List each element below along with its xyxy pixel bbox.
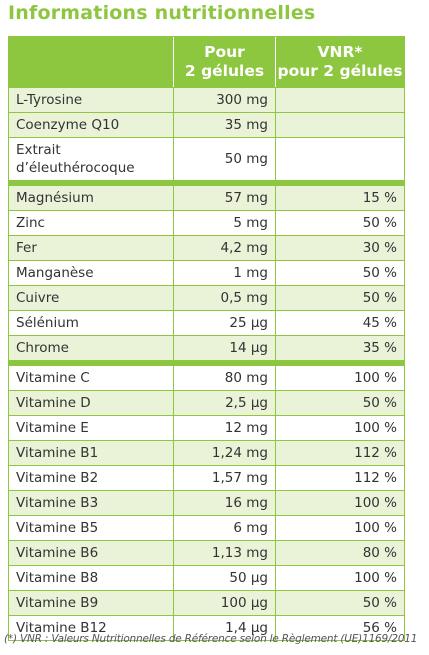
ingredient-name: Extrait d’éleuthérocoque xyxy=(9,138,174,180)
ingredient-name: Vitamine B3 xyxy=(9,491,174,515)
ingredient-amount: 4,2 mg xyxy=(174,236,276,260)
ingredient-amount: 80 mg xyxy=(174,366,276,390)
ingredient-name: Vitamine E xyxy=(9,416,174,440)
ingredient-amount: 50 µg xyxy=(174,566,276,590)
ingredient-vnr: 112 % xyxy=(354,470,397,486)
ingredient-vnr: 50 % xyxy=(362,215,397,231)
ingredient-amount: 14 µg xyxy=(174,336,276,360)
ingredient-name: Zinc xyxy=(9,211,174,235)
ingredient-vnr xyxy=(276,138,404,180)
table-row: Vitamine B1 1,24 mg 112 % xyxy=(9,441,404,466)
table-row: Vitamine B6 1,13 mg 80 % xyxy=(9,541,404,566)
ingredient-vnr: 50 % xyxy=(362,395,397,411)
table-row: Coenzyme Q10 35 mg xyxy=(9,113,404,138)
ingredient-amount: 6 mg xyxy=(174,516,276,540)
table-header: Pour 2 gélules VNR* pour 2 gélules xyxy=(9,37,404,88)
ingredient-vnr: 45 % xyxy=(362,315,397,331)
ingredient-name: Vitamine B12 xyxy=(9,616,174,640)
group-separator xyxy=(9,181,404,186)
ingredient-amount: 50 mg xyxy=(174,138,276,180)
table-row: Extrait d’éleuthérocoque 50 mg xyxy=(9,138,404,181)
ingredient-amount: 25 µg xyxy=(174,311,276,335)
ingredient-vnr: 100 % xyxy=(354,370,397,386)
table-row: Sélénium 25 µg 45 % xyxy=(9,311,404,336)
table-row: Manganèse 1 mg 50 % xyxy=(9,261,404,286)
ingredient-amount: 1,13 mg xyxy=(174,541,276,565)
table-row: Vitamine B3 16 mg 100 % xyxy=(9,491,404,516)
table-row: Vitamine B5 6 mg 100 % xyxy=(9,516,404,541)
ingredient-vnr: 35 % xyxy=(362,340,397,356)
page-title: Informations nutritionnelles xyxy=(8,2,316,24)
ingredient-name: Vitamine B5 xyxy=(9,516,174,540)
ingredient-amount: 1,24 mg xyxy=(174,441,276,465)
footnote: (*) VNR : Valeurs Nutritionnelles de Réf… xyxy=(4,633,418,645)
ingredient-vnr xyxy=(276,88,404,112)
ingredient-vnr: 56 % xyxy=(362,620,397,636)
ingredient-name: Vitamine B1 xyxy=(9,441,174,465)
table-row: Vitamine D 2,5 µg 50 % xyxy=(9,391,404,416)
ingredient-amount: 16 mg xyxy=(174,491,276,515)
ingredient-name: Manganèse xyxy=(9,261,174,285)
ingredient-vnr: 100 % xyxy=(354,420,397,436)
ingredient-vnr: 50 % xyxy=(362,265,397,281)
table-row: Vitamine C 80 mg 100 % xyxy=(9,366,404,391)
table-row: Vitamine B2 1,57 mg 112 % xyxy=(9,466,404,491)
ingredient-name: Fer xyxy=(9,236,174,260)
ingredient-name: Vitamine B2 xyxy=(9,466,174,490)
header-amount-cell: Pour 2 gélules xyxy=(174,37,276,87)
ingredient-amount: 1 mg xyxy=(174,261,276,285)
ingredient-name: Vitamine B8 xyxy=(9,566,174,590)
table-row: Chrome 14 µg 35 % xyxy=(9,336,404,361)
ingredient-vnr: 112 % xyxy=(354,445,397,461)
table-row: L-Tyrosine 300 mg xyxy=(9,88,404,113)
ingredient-vnr: 80 % xyxy=(362,545,397,561)
ingredient-amount: 57 mg xyxy=(174,186,276,210)
table-row: Vitamine B12 1,4 µg 56 % xyxy=(9,616,404,641)
group-separator xyxy=(9,361,404,366)
ingredient-name: Chrome xyxy=(9,336,174,360)
ingredient-amount: 35 mg xyxy=(174,113,276,137)
ingredient-vnr: 15 % xyxy=(362,190,397,206)
ingredient-amount: 12 mg xyxy=(174,416,276,440)
ingredient-amount: 100 µg xyxy=(174,591,276,615)
ingredient-name: Vitamine C xyxy=(9,366,174,390)
ingredient-name: Vitamine D xyxy=(9,391,174,415)
table-row: Magnésium 57 mg 15 % xyxy=(9,186,404,211)
ingredient-name: Vitamine B6 xyxy=(9,541,174,565)
ingredient-amount: 1,57 mg xyxy=(174,466,276,490)
ingredient-vnr: 100 % xyxy=(354,520,397,536)
table-row: Zinc 5 mg 50 % xyxy=(9,211,404,236)
ingredient-amount: 1,4 µg xyxy=(174,616,276,640)
table-row: Vitamine B8 50 µg 100 % xyxy=(9,566,404,591)
ingredient-amount: 5 mg xyxy=(174,211,276,235)
ingredient-name: Sélénium xyxy=(9,311,174,335)
ingredient-name: Magnésium xyxy=(9,186,174,210)
ingredient-vnr: 100 % xyxy=(354,570,397,586)
ingredient-amount: 300 mg xyxy=(174,88,276,112)
header-ingredient-cell xyxy=(9,37,174,87)
header-amount-line1: Pour xyxy=(204,43,245,61)
ingredient-vnr xyxy=(276,113,404,137)
ingredient-amount: 0,5 mg xyxy=(174,286,276,310)
ingredient-name: L-Tyrosine xyxy=(9,88,174,112)
header-vnr-line1: VNR* xyxy=(317,43,363,61)
header-vnr-cell: VNR* pour 2 gélules xyxy=(276,37,404,87)
table-row: Fer 4,2 mg 30 % xyxy=(9,236,404,261)
ingredient-vnr: 50 % xyxy=(362,290,397,306)
ingredient-name: Cuivre xyxy=(9,286,174,310)
ingredient-amount: 2,5 µg xyxy=(174,391,276,415)
header-amount-line2: 2 gélules xyxy=(184,62,265,80)
header-vnr-line2: pour 2 gélules xyxy=(277,62,403,80)
table-row: Vitamine B9 100 µg 50 % xyxy=(9,591,404,616)
table-row: Cuivre 0,5 mg 50 % xyxy=(9,286,404,311)
ingredient-vnr: 100 % xyxy=(354,495,397,511)
ingredient-name: Coenzyme Q10 xyxy=(9,113,174,137)
ingredient-name: Vitamine B9 xyxy=(9,591,174,615)
nutrition-table: Pour 2 gélules VNR* pour 2 gélules L-Tyr… xyxy=(8,36,405,641)
table-row: Vitamine E 12 mg 100 % xyxy=(9,416,404,441)
ingredient-vnr: 30 % xyxy=(362,240,397,256)
ingredient-vnr: 50 % xyxy=(362,595,397,611)
